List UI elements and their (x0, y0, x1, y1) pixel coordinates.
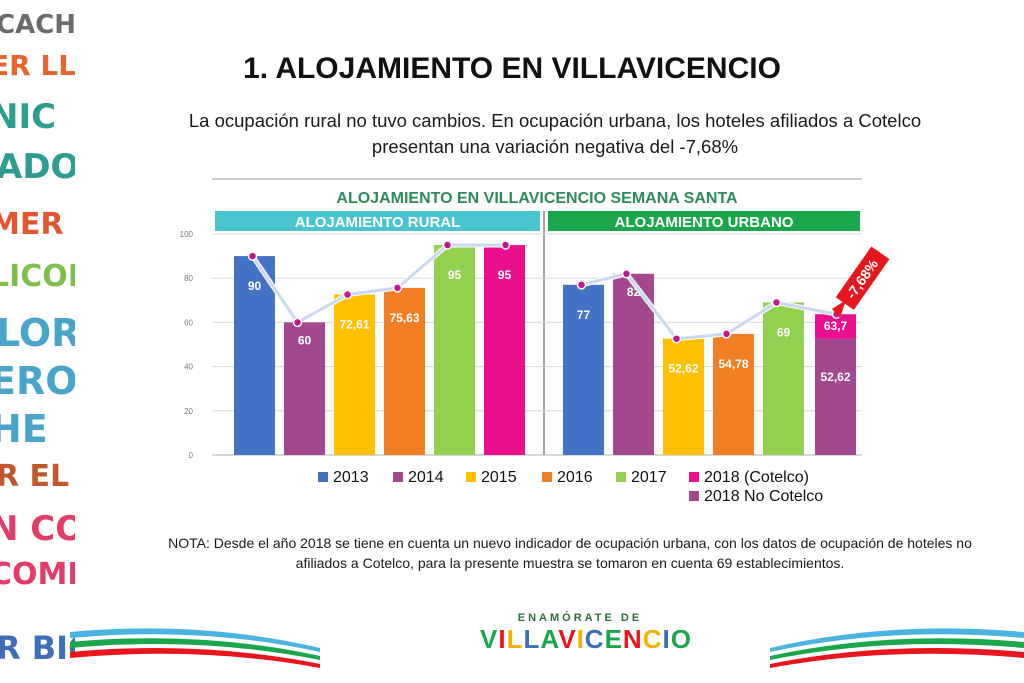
trend-marker (342, 289, 353, 300)
variation-badge-pointer (832, 300, 846, 318)
data-label: 75,63 (389, 311, 419, 325)
trend-marker (621, 269, 632, 279)
side-strip-word: ER LLAN (0, 49, 75, 82)
data-label: 69 (777, 326, 791, 340)
bar (384, 287, 425, 455)
legend-swatch (393, 472, 403, 482)
y-tick-label: 60 (184, 318, 193, 327)
legend-swatch (318, 472, 328, 482)
page-subtitle: La ocupación rural no tuvo cambios. En o… (188, 110, 922, 157)
side-strip-word: ERO (0, 359, 75, 403)
panel-header-label: ALOJAMIENTO URBANO (615, 214, 794, 231)
side-strip-word: R EL PARQ (0, 459, 75, 494)
trend-line (581, 272, 837, 341)
page-title: 1. ALOJAMIENTO EN VILLAVICENCIO (243, 52, 781, 85)
wave-left-decoration (70, 628, 320, 668)
legend-swatch (616, 472, 626, 482)
data-label: 95 (448, 268, 462, 282)
trend-marker (500, 240, 511, 250)
y-tick-label: 40 (184, 363, 193, 372)
data-label: 54,78 (718, 357, 748, 371)
data-label: 52,62 (820, 370, 850, 384)
y-tick-label: 0 (189, 451, 194, 460)
logo-letter: I (498, 624, 507, 654)
logo-letter: N (622, 624, 643, 654)
brand-logo: ENAMÓRATE DE VILLAVICENCIO (480, 612, 691, 662)
logo-letter: C (584, 624, 605, 654)
logo-letter: I (576, 624, 585, 654)
logo-letter: I (662, 624, 671, 654)
bar-segment-2018-no-cotelco (815, 338, 856, 455)
data-label: 60 (298, 333, 312, 347)
bar (663, 338, 704, 455)
logo-letter: E (604, 624, 623, 654)
legend-label: 2013 (333, 469, 369, 486)
legend-swatch (689, 491, 699, 501)
trend-line (251, 243, 506, 325)
trend-marker (392, 283, 403, 293)
legend-label: 2014 (408, 469, 444, 486)
trend-marker (671, 333, 682, 344)
legend-swatch (689, 472, 699, 482)
trend-marker (442, 240, 453, 250)
side-strip-word: LICON (0, 259, 75, 294)
side-strip-word: N CON (0, 509, 75, 549)
panel-header (215, 211, 540, 231)
side-strip-word: R BICIC (0, 629, 75, 667)
logo-letter: L (523, 624, 541, 654)
data-label: 90 (248, 279, 262, 293)
logo-tagline: ENAMÓRATE DE (517, 612, 643, 624)
logo-letter: V (480, 624, 499, 654)
bar (334, 294, 375, 455)
bar (234, 256, 275, 455)
side-strip-word: MER EL F (0, 207, 75, 242)
wave-right-decoration (770, 628, 1024, 668)
data-label: 52,62 (668, 362, 698, 376)
side-strip-word: COMER (0, 557, 75, 592)
panel-header-label: ALOJAMIENTO RURAL (295, 214, 461, 231)
bar (484, 245, 525, 455)
variation-badge-bg (835, 246, 890, 310)
legend-label: 2018 No Cotelco (704, 488, 823, 505)
data-label: 72,61 (339, 318, 369, 332)
chart-title: ALOJAMIENTO EN VILLAVICENCIO SEMANA SANT… (336, 190, 738, 207)
side-strip-word: CACHA (0, 10, 75, 40)
logo-letter: L (506, 624, 524, 654)
logo-letter: A (540, 624, 559, 654)
legend-label: 2017 (631, 469, 667, 486)
side-strip-word: HE (0, 407, 48, 451)
trend-marker (721, 329, 732, 339)
legend-label: 2015 (481, 469, 517, 486)
y-tick-label: 20 (184, 407, 193, 416)
data-label: 95 (498, 268, 512, 282)
data-label: 77 (577, 308, 591, 322)
y-tick-label: 80 (184, 274, 193, 283)
footnote: NOTA: Desde el año 2018 se tiene en cuen… (168, 535, 972, 571)
panel-header (548, 211, 860, 231)
logo-wordmark: VILLAVICENCIO (480, 624, 691, 654)
bar (713, 333, 754, 455)
bar (284, 322, 325, 455)
y-tick-label: 100 (180, 230, 194, 239)
trend-marker (292, 317, 303, 328)
bar (434, 245, 475, 455)
trend-marker (247, 251, 258, 261)
legend-swatch (466, 472, 476, 482)
side-strip-word: LOR (0, 311, 75, 355)
decorative-side-strip: CACHA ER LLAN NIC ADORE MER EL F LICON LOREROH… (0, 0, 75, 683)
bar (763, 302, 804, 455)
logo-letter: V (558, 624, 577, 654)
legend-label: 2016 (557, 469, 593, 486)
trend-marker (576, 280, 587, 290)
trend-marker (771, 297, 782, 308)
side-strip-word: NIC (0, 97, 57, 137)
logo-letter: O (670, 624, 692, 654)
side-strip-word: ADORE (0, 147, 75, 187)
bar (563, 284, 604, 455)
data-label: 63,7 (824, 319, 848, 333)
legend-swatch (542, 472, 552, 482)
legend-label: 2018 (Cotelco) (704, 469, 809, 486)
logo-letter: C (642, 624, 663, 654)
